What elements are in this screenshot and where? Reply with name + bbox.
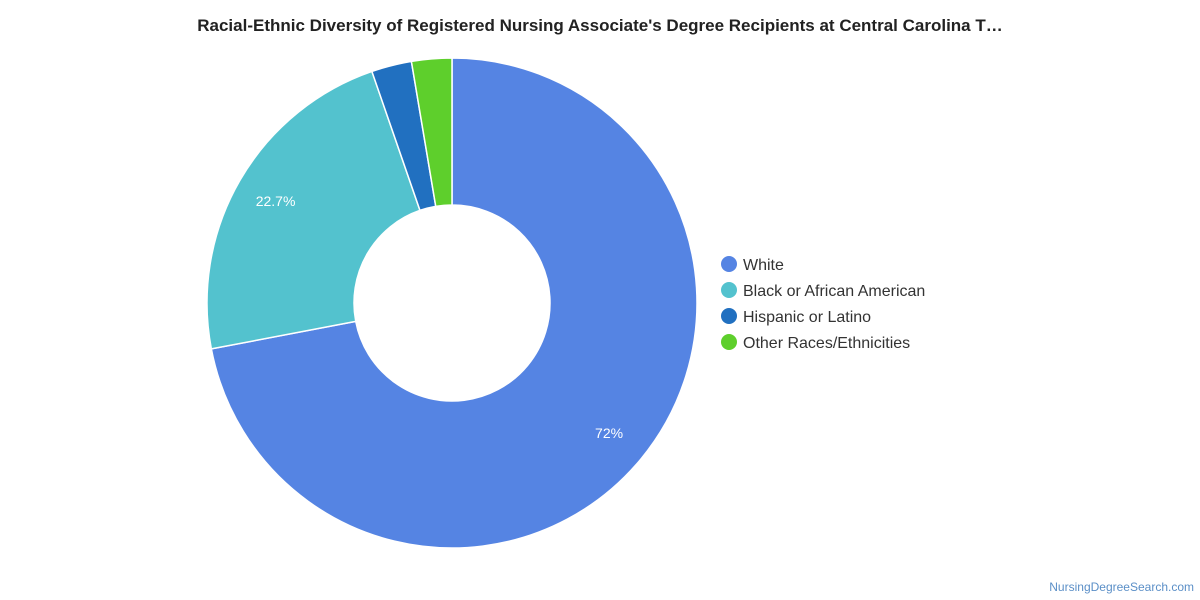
legend-label-white: White <box>743 257 784 274</box>
slice-label-black-or-african-american: 22.7% <box>256 193 296 209</box>
legend-item-black-or-african-american[interactable]: Black or African American <box>721 282 925 300</box>
legend-item-white[interactable]: White <box>721 256 784 274</box>
legend-label-black-or-african-american: Black or African American <box>743 283 925 300</box>
slice-labels: 72% 22.7% <box>256 193 623 441</box>
legend-label-other-races-ethnicities: Other Races/Ethnicities <box>743 335 910 352</box>
legend-label-hispanic-or-latino: Hispanic or Latino <box>743 309 871 326</box>
legend-marker-other-races-ethnicities <box>721 334 737 350</box>
chart-title: Racial-Ethnic Diversity of Registered Nu… <box>197 16 1003 35</box>
slice-label-white: 72% <box>595 425 623 441</box>
donut-slices <box>206 57 698 549</box>
site-credit-link[interactable]: NursingDegreeSearch.com <box>1049 580 1194 594</box>
legend-item-hispanic-or-latino[interactable]: Hispanic or Latino <box>721 308 871 326</box>
slice-white[interactable] <box>210 57 698 549</box>
legend-item-other-races-ethnicities[interactable]: Other Races/Ethnicities <box>721 334 910 352</box>
slice-black-or-african-american[interactable] <box>206 70 421 350</box>
legend-marker-black-or-african-american <box>721 282 737 298</box>
slice-other-races-ethnicities[interactable] <box>410 57 453 208</box>
legend: White Black or African American Hispanic o… <box>721 256 925 352</box>
legend-marker-hispanic-or-latino <box>721 308 737 324</box>
legend-marker-white <box>721 256 737 272</box>
